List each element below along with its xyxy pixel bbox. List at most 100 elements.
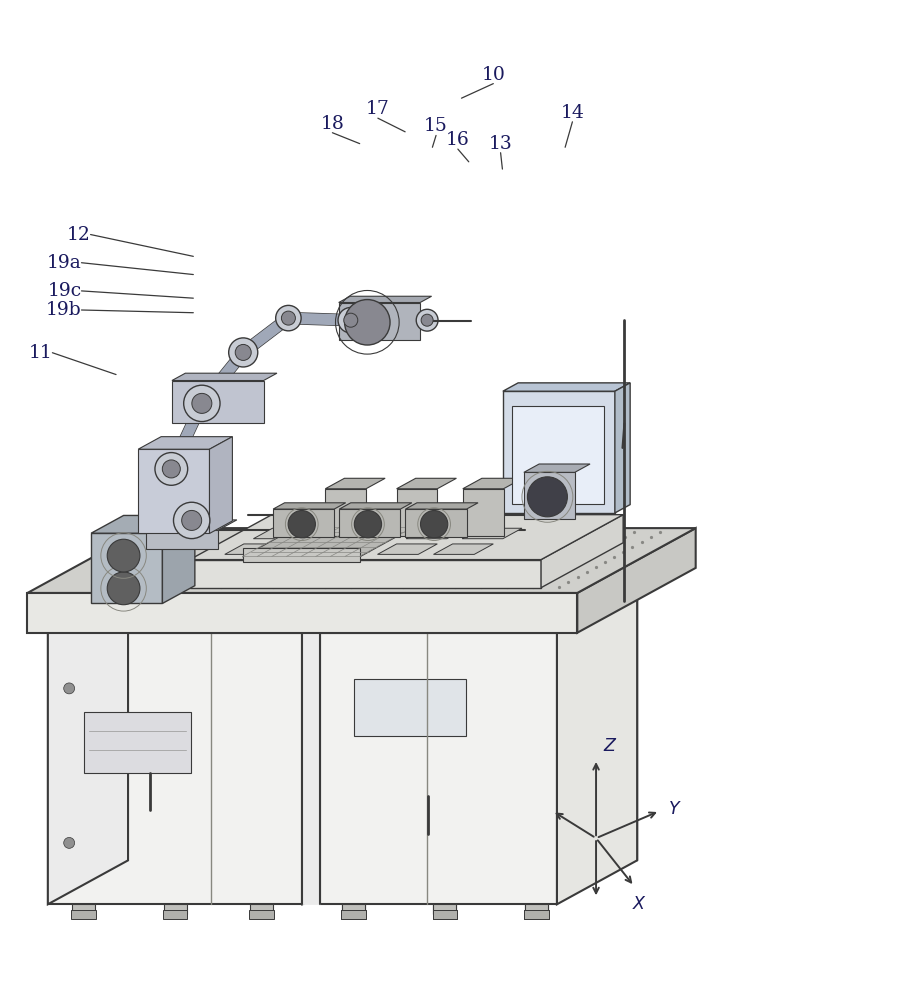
Polygon shape [225,544,284,554]
Polygon shape [401,589,637,860]
Text: 19a: 19a [47,254,81,272]
Polygon shape [190,515,623,560]
Circle shape [421,511,448,538]
Polygon shape [147,520,237,530]
Polygon shape [138,449,210,533]
Polygon shape [524,472,575,519]
Polygon shape [340,509,401,537]
Bar [433,910,457,919]
Text: 13: 13 [488,135,512,153]
Polygon shape [503,383,630,391]
Text: 10: 10 [482,66,505,84]
Circle shape [344,300,390,345]
Polygon shape [405,503,478,509]
Polygon shape [28,593,577,633]
Text: 15: 15 [424,117,448,135]
Polygon shape [342,904,365,914]
Polygon shape [243,548,360,562]
Polygon shape [72,904,95,914]
Polygon shape [320,589,637,633]
Polygon shape [524,464,590,472]
Circle shape [192,393,212,413]
Text: X: X [633,895,644,913]
Polygon shape [172,373,277,381]
Circle shape [338,307,364,333]
Bar [524,910,549,919]
Bar [433,910,457,919]
Polygon shape [243,528,414,557]
Polygon shape [293,541,352,556]
Circle shape [229,338,258,367]
Text: 12: 12 [66,226,90,244]
Circle shape [354,511,381,538]
Circle shape [235,344,251,360]
Polygon shape [84,712,191,773]
Polygon shape [162,515,195,603]
Circle shape [174,502,210,539]
Polygon shape [541,515,623,588]
Polygon shape [210,437,233,533]
Bar [162,910,187,919]
Text: 11: 11 [29,344,53,362]
Polygon shape [91,515,195,533]
Polygon shape [48,589,383,633]
Polygon shape [138,437,233,449]
Polygon shape [406,528,466,539]
Polygon shape [378,544,438,554]
Polygon shape [525,904,548,914]
Polygon shape [557,589,637,904]
Polygon shape [397,489,438,536]
Text: 17: 17 [366,100,390,118]
Polygon shape [48,589,128,904]
Polygon shape [91,533,162,603]
Circle shape [343,313,358,327]
Circle shape [282,311,295,325]
Circle shape [276,305,301,331]
Polygon shape [405,509,467,537]
Bar [524,910,549,919]
Polygon shape [250,904,273,914]
Polygon shape [342,904,365,914]
Bar [341,910,366,919]
Polygon shape [190,560,541,588]
Polygon shape [525,904,548,914]
Text: 19b: 19b [46,301,81,319]
Polygon shape [434,544,493,554]
Circle shape [288,511,316,538]
Polygon shape [303,589,383,904]
Polygon shape [434,904,456,914]
Polygon shape [320,633,557,904]
Polygon shape [28,528,696,593]
Polygon shape [462,528,521,539]
Polygon shape [325,489,366,536]
Circle shape [107,572,140,605]
Circle shape [421,314,433,326]
Polygon shape [163,904,186,914]
Circle shape [162,460,180,478]
Polygon shape [503,391,615,513]
Circle shape [182,510,202,530]
Text: Z: Z [604,737,616,755]
Polygon shape [147,530,218,549]
Polygon shape [301,544,361,554]
Polygon shape [512,406,604,504]
Polygon shape [339,296,432,303]
Polygon shape [254,528,313,539]
Polygon shape [303,633,320,904]
Circle shape [64,683,75,694]
Circle shape [155,453,187,485]
Polygon shape [397,478,456,489]
Polygon shape [577,528,696,633]
Bar [341,910,366,919]
Polygon shape [293,556,323,596]
Circle shape [64,837,75,848]
Circle shape [416,309,438,331]
Polygon shape [172,381,264,423]
Text: Y: Y [669,800,679,818]
Polygon shape [434,904,456,914]
Polygon shape [462,489,504,536]
Polygon shape [273,503,346,509]
Polygon shape [462,478,522,489]
Polygon shape [325,478,385,489]
Bar [249,910,274,919]
